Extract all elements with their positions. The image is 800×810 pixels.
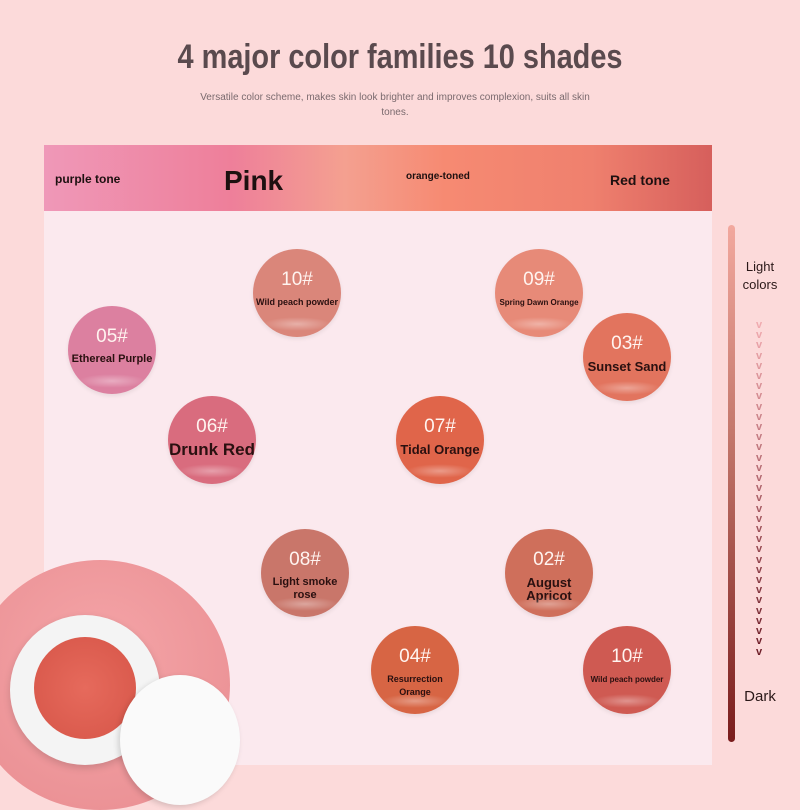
shade-swatch: 10# Wild peach powder [583,626,671,714]
shade-name: Ethereal Purple [71,353,153,365]
shade-swatch: 05# Ethereal Purple [68,306,156,394]
shade-name: Tidal Orange [400,442,480,457]
shade-swatch: 08# Light smoke rose [261,529,349,617]
shade-name: Resurrection Orange [387,674,443,697]
jar-lid-image [120,675,240,805]
shade-number: 07# [424,416,456,437]
shade-swatch: 06# Drunk Red [168,396,256,484]
shade-number: 09# [523,269,555,290]
shade-name: Drunk Red [169,440,255,459]
shade-number: 05# [96,326,128,347]
shade-name: Sunset Sand [587,359,667,374]
shade-number: 04# [399,646,431,667]
shade-name: August Apricot [526,575,572,603]
shade-name: Wild peach powder [590,675,664,684]
shade-number: 02# [533,549,565,570]
shade-name: Spring Dawn Orange [499,298,579,307]
color-family-band: purple tone Pink orange-toned Red tone [44,145,712,211]
scale-light-label: Light colors [742,259,778,292]
page-title: 4 major color families 10 shades [177,38,623,76]
shade-number: 03# [611,333,643,354]
shade-swatch: 07# Tidal Orange [396,396,484,484]
shade-swatch: 03# Sunset Sand [583,313,671,401]
blush-pan [34,637,136,739]
family-purple: purple tone [55,172,121,186]
shade-number: 08# [289,549,321,570]
shade-swatch: 10# Wild peach powder [253,249,341,337]
shade-swatch: 02# August Apricot [505,529,593,617]
family-pink: Pink [224,165,284,196]
shade-swatch: 09# Spring Dawn Orange [495,249,583,337]
shade-name: Light smoke rose [272,576,338,601]
family-orange: orange-toned [406,171,470,182]
shade-name: Wild peach powder [256,297,338,307]
shade-swatch: 04# Resurrection Orange [371,626,459,714]
shade-number: 10# [611,646,643,667]
light-dark-scale-bar [728,225,735,742]
family-red: Red tone [610,172,670,188]
page-subtitle: Versatile color scheme, makes skin look … [200,92,590,118]
shade-number: 06# [196,416,228,437]
shade-number: 10# [281,269,313,290]
scale-dark-label: Dark [744,688,776,705]
